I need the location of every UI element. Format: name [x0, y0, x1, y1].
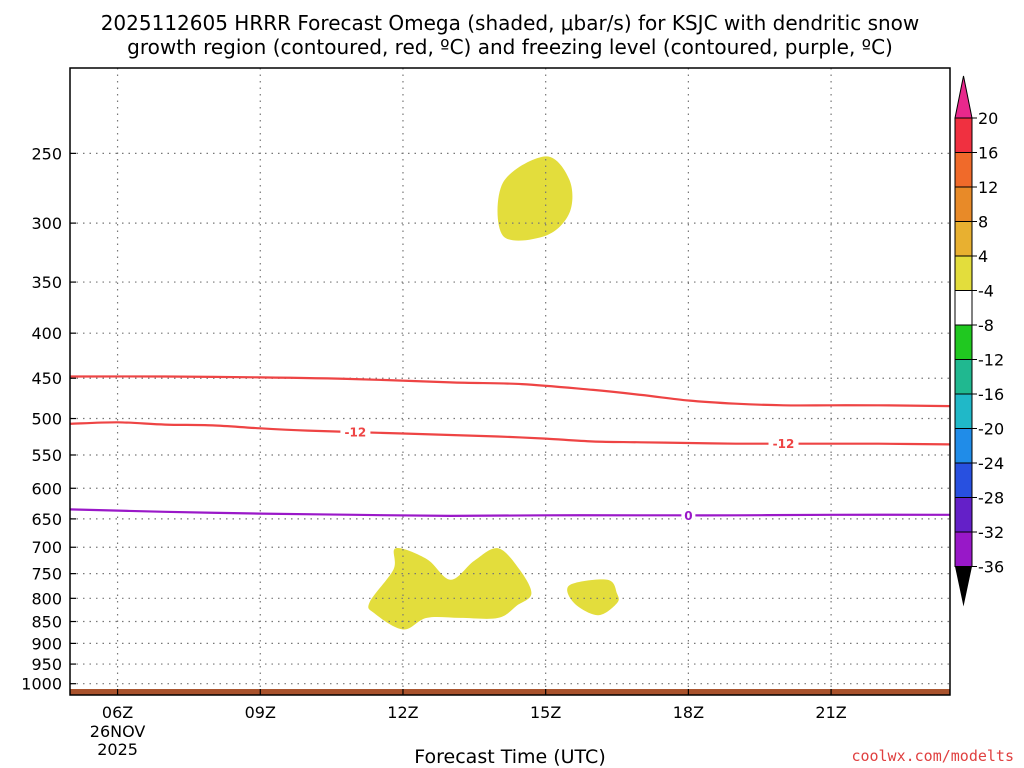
colorbar-segment-7 — [954, 359, 973, 395]
positive-omega-upper-shade — [497, 156, 573, 241]
contour-line-0 — [69, 421, 951, 446]
colorbar-label-12: -32 — [978, 523, 1004, 542]
contour-label-bg — [768, 436, 799, 451]
xtick-label-06Z: 06Z — [102, 703, 133, 722]
positive-omega-lower-small-shade — [567, 579, 619, 616]
contour-label-0-1: -12 — [773, 437, 795, 451]
colorbar-segment-2 — [954, 186, 973, 222]
colorbar-label-2: 12 — [978, 178, 998, 197]
contour-label-bg — [681, 508, 696, 523]
ytick-label-300: 300 — [31, 214, 62, 233]
colorbar-segment-9 — [954, 428, 973, 464]
colorbar-segment-6 — [954, 324, 973, 360]
ytick-label-700: 700 — [31, 538, 62, 557]
ytick-label-500: 500 — [31, 410, 62, 429]
ytick-label-900: 900 — [31, 634, 62, 653]
colorbar-segment-0 — [954, 117, 973, 153]
colorbar-label-3: 8 — [978, 213, 988, 232]
colorbar-label-11: -28 — [978, 489, 1004, 508]
colorbar-label-0: 20 — [978, 109, 998, 128]
ytick-label-750: 750 — [31, 565, 62, 584]
ytick-label-850: 850 — [31, 613, 62, 632]
colorbar-label-4: 4 — [978, 247, 988, 266]
colorbar-segment-5 — [954, 290, 973, 326]
ytick-label-800: 800 — [31, 589, 62, 608]
colorbar-label-10: -24 — [978, 454, 1004, 473]
y-axis-ticks: 250 300 350 400 450 500 550 600 650 700 750 800 850 9… — [21, 144, 76, 694]
ytick-label-950: 950 — [31, 655, 62, 674]
ytick-label-250: 250 — [31, 144, 62, 163]
contour-label-2-0: 0 — [684, 509, 692, 523]
colorbar-label-8: -16 — [978, 385, 1004, 404]
terrain-bar — [70, 689, 950, 695]
contour-label-0-0: -12 — [345, 426, 367, 440]
colorbar-segment-1 — [954, 152, 973, 188]
colorbar-segment-11 — [954, 497, 973, 533]
title-line-1: 2025112605 HRRR Forecast Omega (shaded, … — [101, 11, 920, 35]
credit-text: coolwx.com/modelts — [851, 747, 1014, 765]
colorbar-label-9: -20 — [978, 420, 1004, 439]
colorbar-label-6: -8 — [978, 316, 994, 335]
colorbar-label-5: -4 — [978, 282, 994, 301]
xtick-label-21Z: 21Z — [815, 703, 846, 722]
title-line-2: growth region (contoured, red, ºC) and f… — [127, 35, 893, 59]
colorbar-label-7: -12 — [978, 351, 1004, 370]
colorbar-segment-12 — [954, 531, 973, 567]
ytick-label-550: 550 — [31, 446, 62, 465]
xtick-label-09Z: 09Z — [245, 703, 276, 722]
x-axis-label: Forecast Time (UTC) — [414, 746, 605, 768]
omega-shading-layer — [368, 156, 619, 630]
xtick-sublabel-0: 26NOV — [90, 722, 146, 741]
contour-layer: -12 -12 0 — [69, 375, 951, 523]
ytick-label-450: 450 — [31, 369, 62, 388]
contour-line-2 — [69, 508, 951, 518]
colorbar-bottom-arrow — [955, 566, 972, 607]
ytick-label-350: 350 — [31, 273, 62, 292]
chart-title: 2025112605 HRRR Forecast Omega (shaded, … — [101, 11, 920, 59]
ytick-label-400: 400 — [31, 324, 62, 343]
xtick-label-12Z: 12Z — [387, 703, 418, 722]
ytick-label-1000: 1000 — [21, 675, 62, 694]
xtick-label-15Z: 15Z — [530, 703, 561, 722]
ytick-label-650: 650 — [31, 510, 62, 529]
plot-frame — [69, 67, 951, 696]
colorbar-segment-3 — [954, 221, 973, 257]
contour-label-bg — [340, 425, 371, 440]
xtick-sublabel-1: 2025 — [97, 740, 138, 759]
colorbar: 20 16 12 8 4 -4 -8 -12 -16 -20 -24 -28 -32 -36 — [954, 75, 1004, 607]
xtick-label-18Z: 18Z — [673, 703, 704, 722]
positive-omega-lower-main-shade — [368, 548, 532, 630]
colorbar-label-13: -36 — [978, 558, 1004, 577]
colorbar-top-arrow — [954, 75, 973, 119]
colorbar-segment-10 — [954, 462, 973, 498]
colorbar-segment-8 — [954, 393, 973, 429]
colorbar-label-1: 16 — [978, 144, 998, 163]
colorbar-segment-4 — [954, 255, 973, 291]
contour-line-1 — [69, 375, 951, 408]
ytick-label-600: 600 — [31, 479, 62, 498]
